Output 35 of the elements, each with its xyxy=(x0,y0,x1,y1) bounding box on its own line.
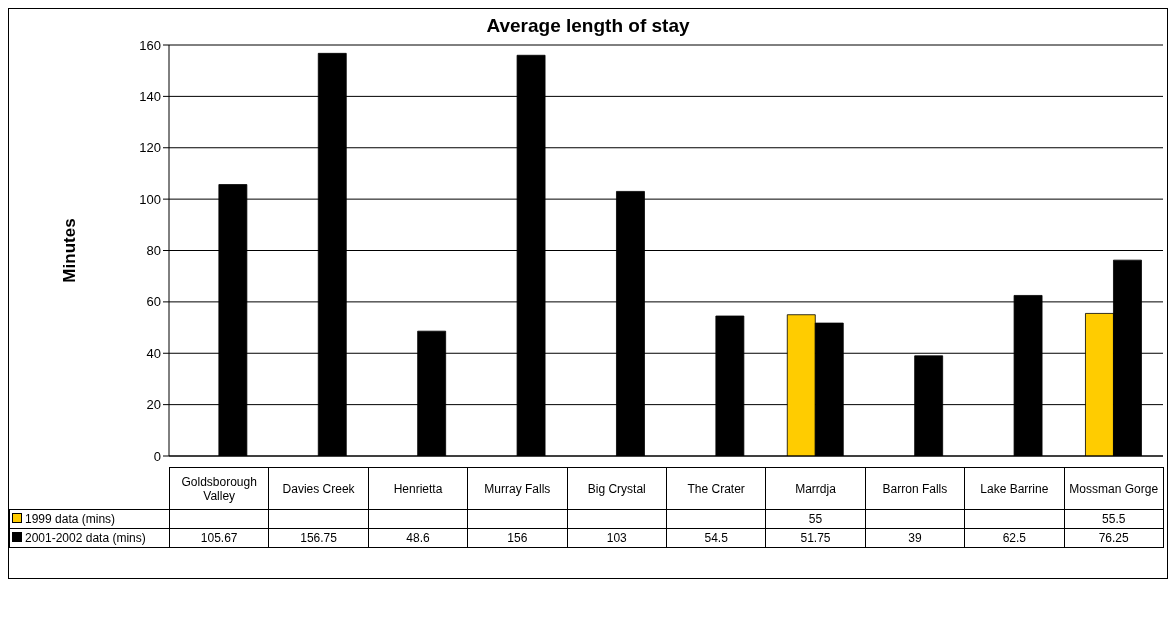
x-tick-label: Murray Falls xyxy=(467,467,568,510)
data-label: 156.75 xyxy=(268,528,369,548)
data-label: 55 xyxy=(765,509,866,529)
data-label: 39 xyxy=(865,528,965,548)
x-tick-label: Henrietta xyxy=(368,467,468,510)
y-tick-label: 60 xyxy=(146,294,161,310)
y-tick-label: 20 xyxy=(146,397,161,413)
x-tick-label: Barron Falls xyxy=(865,467,965,510)
data-label: 54.5 xyxy=(666,528,766,548)
data-label: 156 xyxy=(467,528,568,548)
data-label: 51.75 xyxy=(765,528,866,548)
legend-label: 2001-2002 data (mins) xyxy=(9,528,170,548)
x-tick-label: Big Crystal xyxy=(567,467,667,510)
data-label: 55.5 xyxy=(1064,509,1164,529)
y-tick-label: 40 xyxy=(146,345,161,361)
chart-title: Average length of stay xyxy=(485,14,691,37)
x-tick-label: Lake Barrine xyxy=(964,467,1065,510)
x-tick-label: Goldsborough Valley xyxy=(169,467,269,510)
x-tick-label: Marrdja xyxy=(765,467,866,510)
y-tick-label: 120 xyxy=(139,140,161,156)
data-label: 103 xyxy=(567,528,667,548)
x-tick-label: Mossman Gorge xyxy=(1064,467,1164,510)
x-tick-label: The Crater xyxy=(666,467,766,510)
data-label: 48.6 xyxy=(368,528,468,548)
y-axis-title: Minutes xyxy=(60,218,80,283)
data-label: 105.67 xyxy=(169,528,269,548)
data-label: 62.5 xyxy=(964,528,1065,548)
y-tick-label: 0 xyxy=(153,448,161,464)
y-tick-label: 80 xyxy=(146,243,161,259)
x-tick-label: Davies Creek xyxy=(268,467,369,510)
y-tick-label: 140 xyxy=(139,88,161,104)
legend-label: 1999 data (mins) xyxy=(9,509,170,529)
data-label: 76.25 xyxy=(1064,528,1164,548)
y-tick-label: 100 xyxy=(139,191,161,207)
y-tick-label: 160 xyxy=(139,37,161,53)
